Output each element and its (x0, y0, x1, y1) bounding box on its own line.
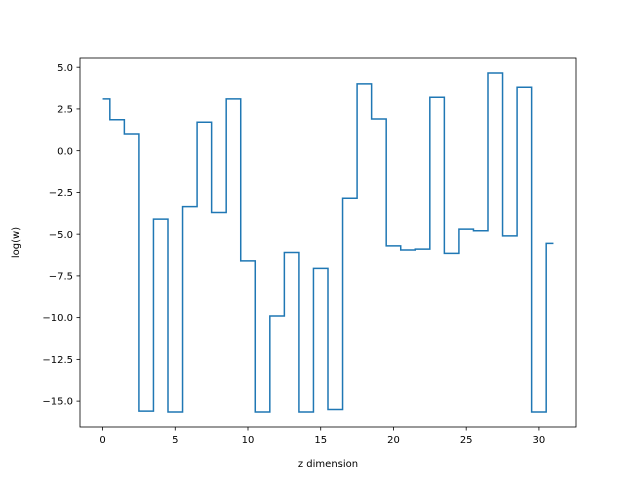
plot-area (102, 72, 554, 413)
x-tick-label: 20 (387, 435, 400, 446)
y-tick-label: −5.0 (49, 230, 73, 241)
y-axis: 5.0 2.5 0.0 −2.5 −5.0 −7.5 −10.0 −12.5 −15.0 (42, 63, 80, 408)
y-axis-label: log(w) (11, 227, 22, 258)
y-tick-label: −2.5 (49, 188, 73, 199)
x-tick-label: 10 (242, 435, 255, 446)
x-tick-label: 30 (533, 435, 546, 446)
x-tick-label: 25 (460, 435, 473, 446)
y-tick-label: −10.0 (42, 313, 73, 324)
axes-frame (79, 57, 577, 428)
y-tick-label: 2.5 (57, 105, 73, 116)
series-line (102, 72, 554, 413)
x-tick-label: 15 (314, 435, 327, 446)
x-axis-label: z dimension (298, 459, 358, 470)
x-axis: 0 5 10 15 20 25 30 (99, 427, 545, 446)
y-tick-label: −12.5 (42, 355, 73, 366)
y-tick-label: −15.0 (42, 397, 73, 408)
x-tick-label: 5 (172, 435, 178, 446)
y-tick-label: 0.0 (57, 146, 73, 157)
x-tick-label: 0 (99, 435, 105, 446)
y-tick-label: −7.5 (49, 271, 73, 282)
y-tick-label: 5.0 (57, 63, 73, 74)
